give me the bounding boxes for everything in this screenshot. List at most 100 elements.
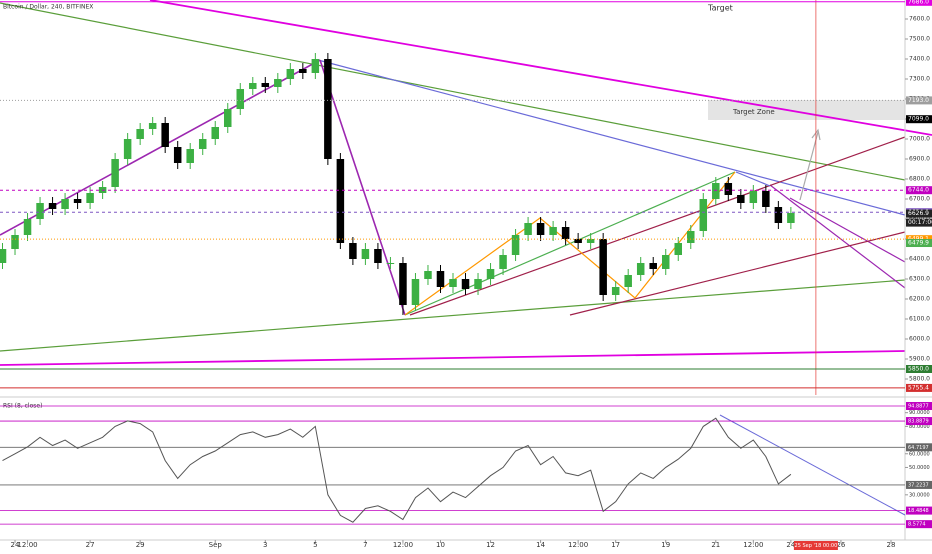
indicator-level-bg xyxy=(906,520,932,529)
trendline xyxy=(0,279,906,352)
candle-body xyxy=(148,123,157,129)
level-label: 6479.9 xyxy=(908,240,929,247)
trendline xyxy=(569,231,906,316)
annotation: Target Zone xyxy=(732,108,775,116)
indicator-trendline xyxy=(719,414,906,516)
x-tick-label: 24 xyxy=(786,541,795,549)
x-tick-label: 19 xyxy=(661,541,670,549)
candle-body xyxy=(161,123,169,147)
candle-body xyxy=(624,275,632,287)
trendline xyxy=(149,0,932,136)
x-tick-label: 27 xyxy=(86,541,95,549)
x-tick-label: 24 xyxy=(11,541,20,549)
indicator-level-bg xyxy=(906,443,932,452)
level-label-bg xyxy=(906,115,932,124)
y-tick-label: 6300.0 xyxy=(909,276,930,283)
x-tick-label: 28 xyxy=(887,541,896,549)
x-tick-label: 12:00 xyxy=(393,541,413,549)
candle-body xyxy=(223,109,232,127)
level-label-bg xyxy=(906,383,932,392)
indicator-tick-label: 30.0000 xyxy=(909,492,930,498)
candle-body xyxy=(737,195,745,203)
candle-body xyxy=(636,263,645,275)
indicator-tick-label: 90.0000 xyxy=(909,410,930,416)
trendlines xyxy=(0,0,932,366)
candle-body xyxy=(61,199,69,209)
candle-body xyxy=(386,263,395,264)
countdown-bg xyxy=(906,218,932,227)
level-label-bg xyxy=(906,186,932,195)
candle-body xyxy=(48,203,57,209)
candle-body xyxy=(86,193,94,203)
y-tick-label: 5900.0 xyxy=(909,356,930,363)
annotation: Target xyxy=(707,4,733,13)
trendline xyxy=(409,136,906,316)
level-label-bg xyxy=(906,365,932,373)
candle-body xyxy=(499,255,507,269)
level-label: 5755.4 xyxy=(908,384,929,391)
candle-body xyxy=(787,213,795,223)
candle-body xyxy=(661,255,670,269)
level-label: 6626.9 xyxy=(908,210,929,217)
x-tick-label: 12 xyxy=(486,541,495,549)
level-label-bg xyxy=(906,0,932,6)
candle-body xyxy=(436,271,445,287)
candle-body xyxy=(699,199,708,231)
y-tick-label: 7300.0 xyxy=(909,76,930,83)
y-tick-label: 7600.0 xyxy=(909,16,930,23)
x-tick-label: Sep xyxy=(209,541,223,549)
candle-body xyxy=(23,219,32,235)
trendline xyxy=(789,197,906,263)
x-tick-label: 29 xyxy=(136,541,145,549)
y-tick-label: 7400.0 xyxy=(909,56,930,63)
candle-body xyxy=(574,239,582,243)
candle-body xyxy=(123,139,132,159)
candle-body xyxy=(724,183,733,195)
candle-body xyxy=(649,263,657,269)
candle-body xyxy=(349,243,357,259)
y-tick-label: 6400.0 xyxy=(909,256,930,263)
candle-body xyxy=(411,279,420,305)
x-tick-label: 7 xyxy=(363,541,367,549)
indicator-level-bg xyxy=(906,401,932,410)
candle-body xyxy=(136,129,144,139)
y-tick-label: 6200.0 xyxy=(909,296,930,303)
chart-title: Bitcoin / Dollar, 240, BITFINEX xyxy=(3,4,93,11)
indicator-level-bg xyxy=(906,506,932,515)
candle-body xyxy=(311,59,320,73)
candle-body xyxy=(399,263,407,305)
candle-body xyxy=(511,235,520,255)
candle-body xyxy=(461,279,470,289)
level-label: 7099.0 xyxy=(908,116,929,123)
candle-body xyxy=(599,239,607,295)
x-tick-label: 12:00 xyxy=(568,541,588,549)
indicator-tick-label: 60.0000 xyxy=(909,451,930,457)
indicator-tick-label: 50.0000 xyxy=(909,465,930,471)
indicator-level-label: 94.8877 xyxy=(908,403,929,409)
candle-body xyxy=(524,223,532,235)
candle-body xyxy=(424,271,432,279)
x-tick-label: 21 xyxy=(711,541,720,549)
y-tick-label: 7500.0 xyxy=(909,36,930,43)
y-tick-label: 6100.0 xyxy=(909,316,930,323)
candle-body xyxy=(111,159,119,187)
y-tick-label: 6800.0 xyxy=(909,176,930,183)
candle-body xyxy=(73,199,82,203)
candle-body xyxy=(249,83,257,89)
indicator-level-label: 37.2237 xyxy=(908,482,929,488)
indicator-level-label: 64.7197 xyxy=(908,445,929,451)
level-label: 5850.0 xyxy=(908,366,929,373)
candle-body xyxy=(536,223,545,235)
candle-body xyxy=(749,191,758,203)
y-tick-label: 6900.0 xyxy=(909,156,930,163)
candle-body xyxy=(336,159,345,243)
trendline xyxy=(319,59,406,316)
trendline xyxy=(0,350,906,366)
candle-body xyxy=(712,183,720,199)
candle-body xyxy=(449,279,457,287)
x-tick-label: 5 xyxy=(313,541,317,549)
candle-body xyxy=(549,227,557,235)
candle-body xyxy=(674,243,683,255)
projection-arrow xyxy=(799,131,819,201)
x-tick-label: 10 xyxy=(436,541,445,549)
